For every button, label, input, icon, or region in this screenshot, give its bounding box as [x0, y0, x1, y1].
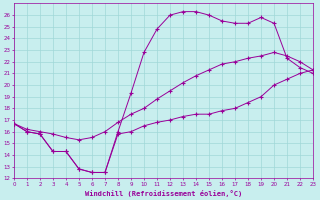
X-axis label: Windchill (Refroidissement éolien,°C): Windchill (Refroidissement éolien,°C) [85, 190, 242, 197]
